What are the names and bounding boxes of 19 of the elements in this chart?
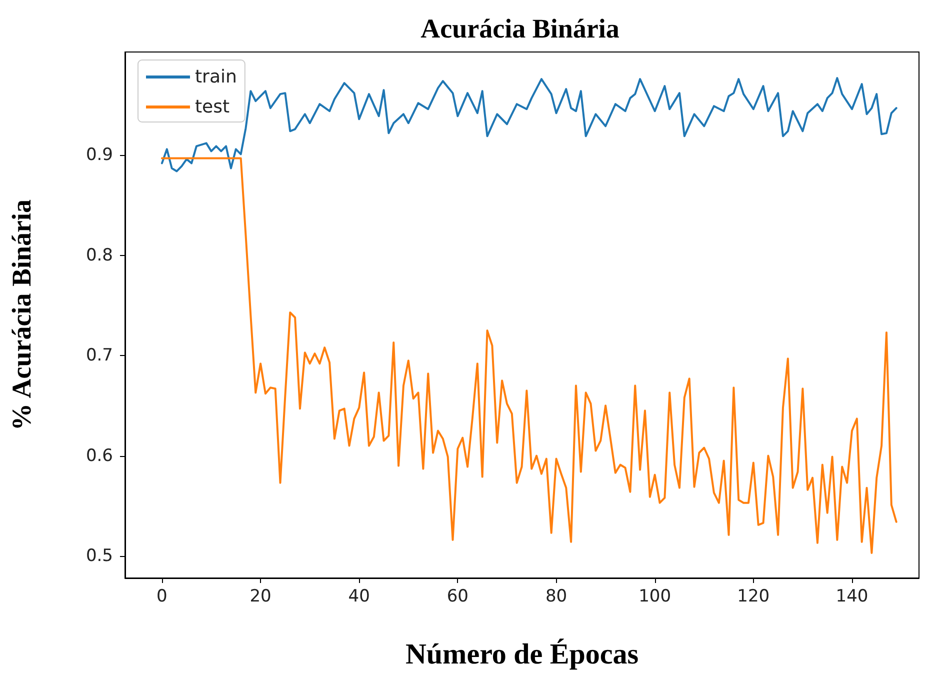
x-tick-label: 100 xyxy=(638,586,672,606)
y-tick-label: 0.5 xyxy=(86,546,113,566)
y-axis-title: % Acurácia Binária xyxy=(6,199,36,430)
x-tick-label: 140 xyxy=(836,586,868,606)
x-axis-title: Número de Épocas xyxy=(405,638,639,670)
x-tick-label: 20 xyxy=(250,586,272,606)
chart-title: Acurácia Binária xyxy=(420,14,620,44)
x-tick-label: 40 xyxy=(348,586,370,606)
y-tick-label: 0.7 xyxy=(86,346,113,366)
x-tick-label: 120 xyxy=(737,586,770,606)
y-tick-label: 0.6 xyxy=(86,446,113,466)
legend-label: test xyxy=(195,96,230,118)
y-tick-label: 0.9 xyxy=(86,145,113,166)
y-tick-label: 0.8 xyxy=(86,245,113,266)
x-tick-label: 0 xyxy=(156,586,168,606)
legend-label: train xyxy=(195,66,237,88)
x-tick-label: 60 xyxy=(446,586,468,606)
x-tick-label: 80 xyxy=(545,586,568,606)
line-series xyxy=(160,157,898,554)
